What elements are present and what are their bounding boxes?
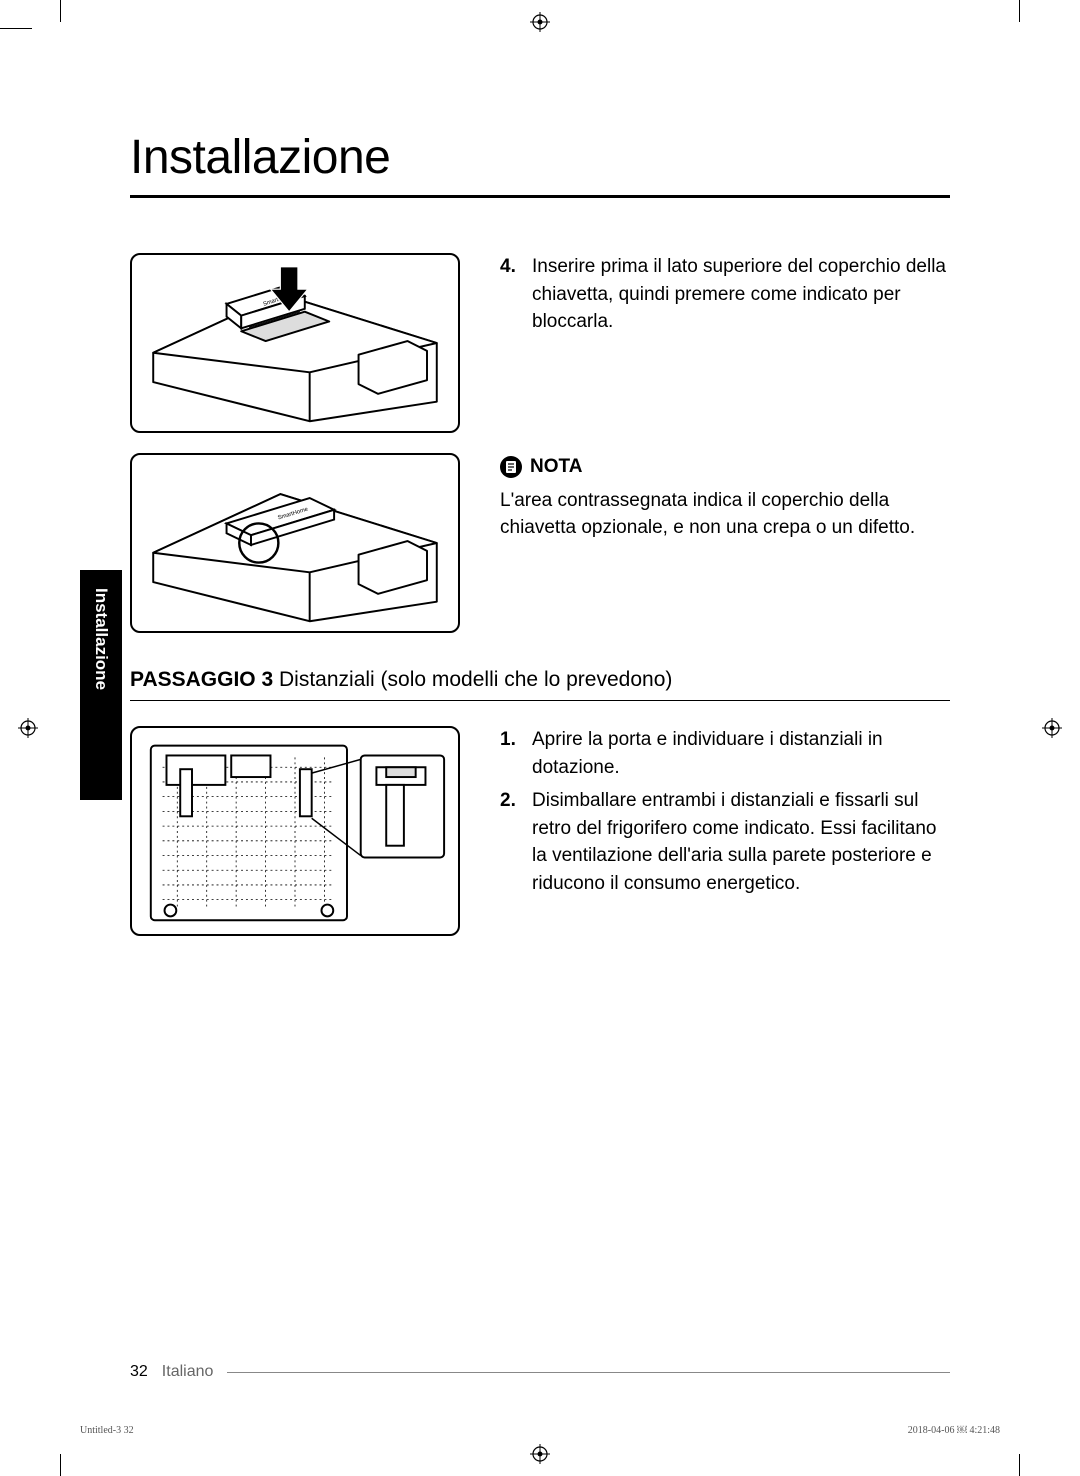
- page-footer: 32 Italiano: [130, 1363, 950, 1381]
- list-body: Inserire prima il lato superiore del cop…: [532, 253, 950, 336]
- list-body: Disimballare entrambi i distanziali e fi…: [532, 787, 950, 897]
- page-title: Installazione: [130, 130, 950, 198]
- crop-mark: [60, 0, 61, 22]
- side-tab: Installazione: [80, 570, 122, 800]
- list-item: 2. Disimballare entrambi i distanziali e…: [500, 787, 950, 897]
- row-step4: SmartHome 4. Inserire prima il lato supe…: [130, 253, 950, 433]
- note-text: L'area contrassegnata indica il coperchi…: [500, 487, 950, 542]
- step3-list: 1. Aprire la porta e individuare i dista…: [500, 726, 950, 936]
- list-number: 2.: [500, 787, 522, 897]
- list-number: 1.: [500, 726, 522, 781]
- figure-dongle-cover-area: SmartHome: [130, 453, 460, 633]
- list-body: Aprire la porta e individuare i distanzi…: [532, 726, 950, 781]
- registration-mark-icon: [1042, 718, 1062, 738]
- figure-spacers-rear: [130, 726, 460, 936]
- registration-mark-icon: [530, 1444, 550, 1464]
- list-item: 1. Aprire la porta e individuare i dista…: [500, 726, 950, 781]
- side-tab-label: Installazione: [91, 588, 111, 690]
- step3-subtitle: Distanziali (solo modelli che lo prevedo…: [279, 668, 672, 691]
- registration-mark-icon: [530, 12, 550, 32]
- step3-heading: PASSAGGIO 3 Distanziali (solo modelli ch…: [130, 668, 950, 701]
- crop-mark: [1019, 0, 1020, 22]
- print-meta-left: Untitled-3 32: [80, 1425, 134, 1436]
- step3-label: PASSAGGIO 3: [130, 668, 273, 691]
- note-block: NOTA L'area contrassegnata indica il cop…: [500, 453, 950, 633]
- note-label: NOTA: [530, 453, 582, 481]
- crop-mark: [1019, 1454, 1020, 1476]
- footer-rule: [227, 1372, 950, 1373]
- row-step3: 1. Aprire la porta e individuare i dista…: [130, 726, 950, 936]
- registration-mark-icon: [18, 718, 38, 738]
- page: Installazione Installazione: [0, 0, 1080, 1476]
- step4-text: 4. Inserire prima il lato superiore del …: [500, 253, 950, 433]
- content-area: Installazione: [130, 130, 950, 956]
- crop-mark: [60, 1454, 61, 1476]
- row-note: SmartHome NOTA: [130, 453, 950, 633]
- list-number: 4.: [500, 253, 522, 336]
- page-language: Italiano: [162, 1363, 214, 1381]
- crop-mark: [0, 28, 32, 29]
- page-number: 32: [130, 1363, 148, 1381]
- figure-dongle-cover-press: SmartHome: [130, 253, 460, 433]
- note-heading: NOTA: [500, 453, 950, 481]
- list-item: 4. Inserire prima il lato superiore del …: [500, 253, 950, 336]
- print-meta-right: 2018-04-06 ￼ 4:21:48: [908, 1425, 1000, 1436]
- note-icon: [500, 456, 522, 478]
